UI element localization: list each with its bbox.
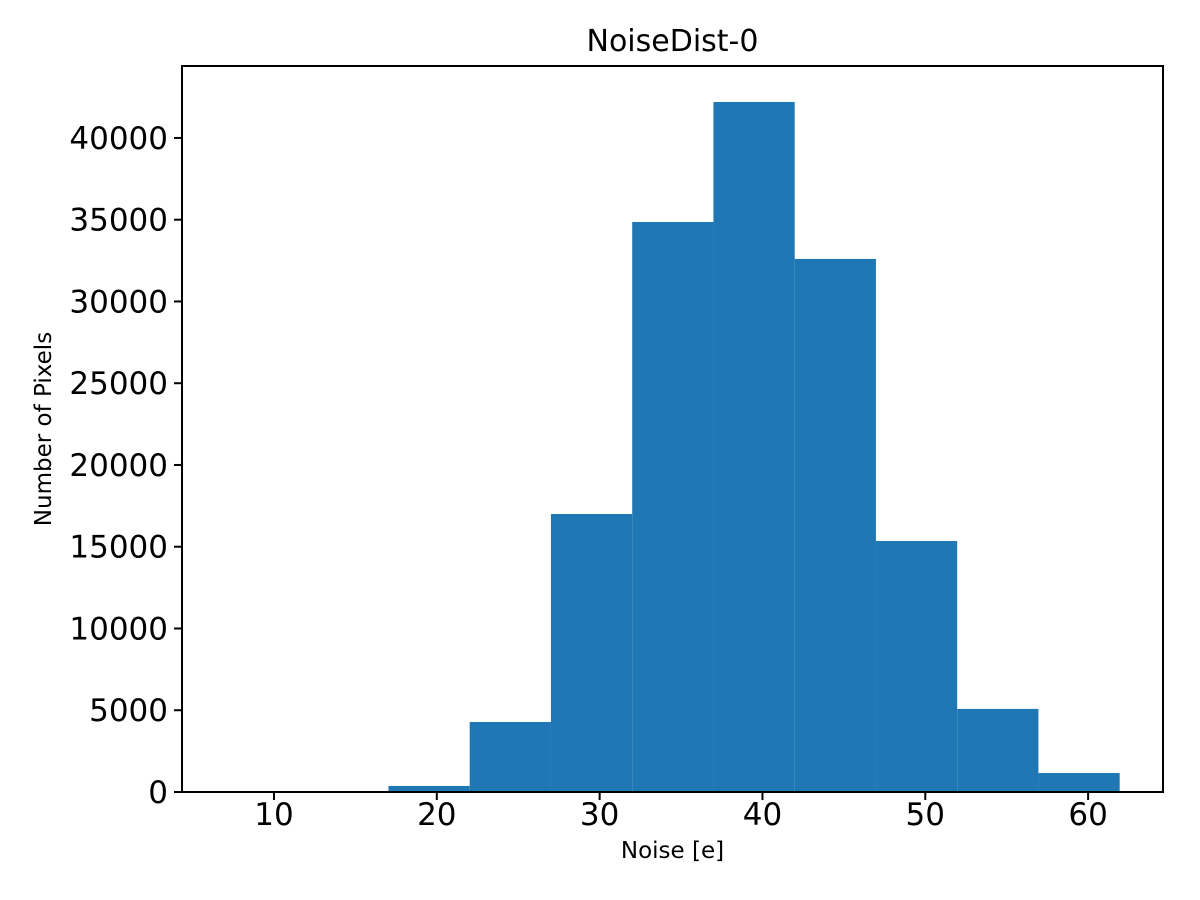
y-tick-label: 5000	[89, 693, 168, 729]
histogram-bar	[388, 785, 470, 792]
y-tick-label: 40000	[69, 121, 168, 157]
y-tick-label: 35000	[69, 203, 168, 239]
y-tick-label: 30000	[69, 284, 168, 320]
chart-title: NoiseDist-0	[586, 24, 759, 59]
histogram-bar	[957, 708, 1039, 792]
histogram-bar	[875, 541, 958, 792]
y-tick-label: 10000	[69, 611, 168, 647]
x-axis-label: Noise [e]	[620, 838, 725, 864]
histogram-bar	[794, 258, 876, 793]
histogram-bar	[550, 514, 633, 792]
y-axis-label: Number of Pixels	[31, 331, 57, 527]
x-tick-label: 10	[254, 797, 293, 833]
x-tick-label: 30	[580, 797, 619, 833]
y-tick-label: 0	[148, 775, 168, 811]
y-tick-label: 20000	[69, 448, 168, 484]
y-tick-label: 25000	[69, 366, 168, 402]
histogram-bar	[632, 221, 714, 793]
histogram-bar	[469, 722, 551, 792]
plot-border	[181, 65, 1164, 793]
y-tick-label: 15000	[69, 530, 168, 566]
x-tick-label: 40	[743, 797, 782, 833]
x-tick-label: 60	[1068, 797, 1107, 833]
x-tick-label: 50	[906, 797, 945, 833]
histogram-bar	[713, 101, 795, 793]
x-tick-label: 20	[417, 797, 456, 833]
histogram-bar	[1038, 773, 1120, 792]
